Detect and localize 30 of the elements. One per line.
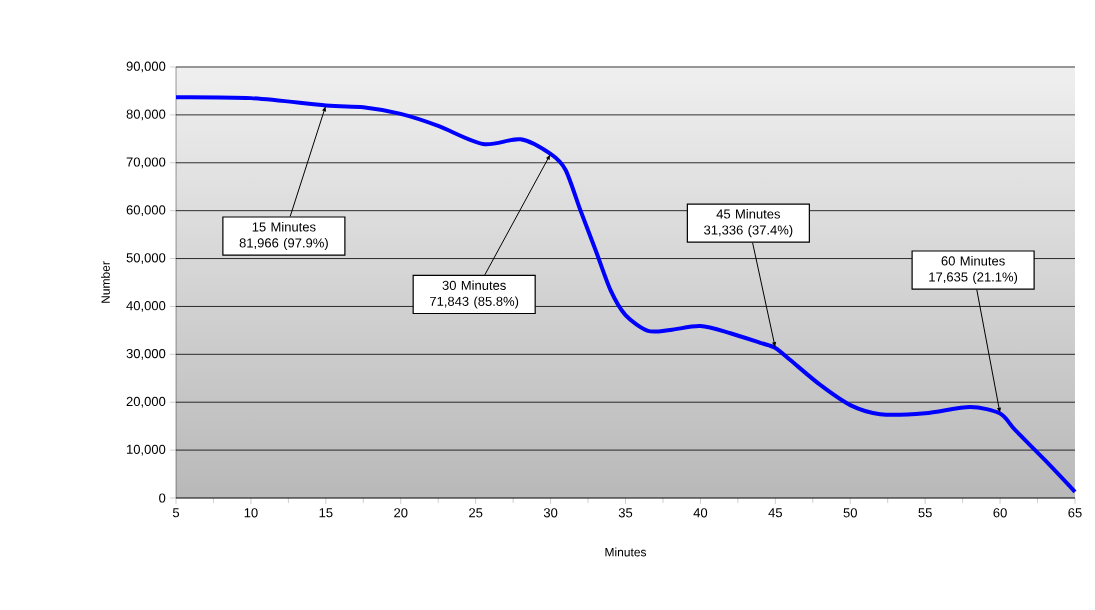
x-tick-label: 50 bbox=[843, 508, 857, 518]
annotation: 30 Minutes 71,843 (85.8%) bbox=[430, 280, 519, 309]
y-tick-label: 60,000 bbox=[126, 205, 166, 217]
y-tick-label: 30,000 bbox=[126, 348, 166, 360]
x-tick-label: 30 bbox=[543, 508, 558, 518]
annotation: 60 Minutes 17,635 (21.1%) bbox=[929, 255, 1018, 285]
y-tick-label: 20,000 bbox=[126, 396, 166, 408]
x-axis-title: Minutes bbox=[605, 547, 647, 557]
x-tick-label: 40 bbox=[693, 508, 708, 518]
x-tick-label: 25 bbox=[469, 508, 483, 518]
y-tick-label: 10,000 bbox=[127, 444, 166, 456]
annotation: 45 Minutes 31,336 (37.4%) bbox=[704, 209, 793, 238]
x-tick-label: 35 bbox=[618, 508, 633, 518]
x-tick-label: 55 bbox=[918, 508, 932, 518]
y-tick-label: 90,000 bbox=[126, 61, 166, 73]
x-tick-label: 65 bbox=[1068, 508, 1082, 518]
x-tick-label: 5 bbox=[172, 508, 180, 518]
y-tick-label: 50,000 bbox=[126, 253, 166, 264]
x-tick-label: 15 bbox=[319, 508, 333, 518]
line-series bbox=[174, 95, 1077, 494]
y-tick-label: 70,000 bbox=[126, 157, 166, 169]
x-tick-label: 10 bbox=[244, 508, 258, 518]
y-axis-title: Number bbox=[101, 261, 110, 303]
annotation: 15 Minutes 81,966 (97.9%) bbox=[239, 221, 328, 251]
x-tick-label: 20 bbox=[394, 508, 408, 518]
x-tick-label: 60 bbox=[993, 508, 1007, 518]
x-tick-label: 45 bbox=[768, 508, 783, 518]
y-tick-label: 0 bbox=[159, 493, 166, 503]
y-tick-label: 40,000 bbox=[126, 301, 166, 312]
y-tick-label: 80,000 bbox=[126, 109, 166, 121]
